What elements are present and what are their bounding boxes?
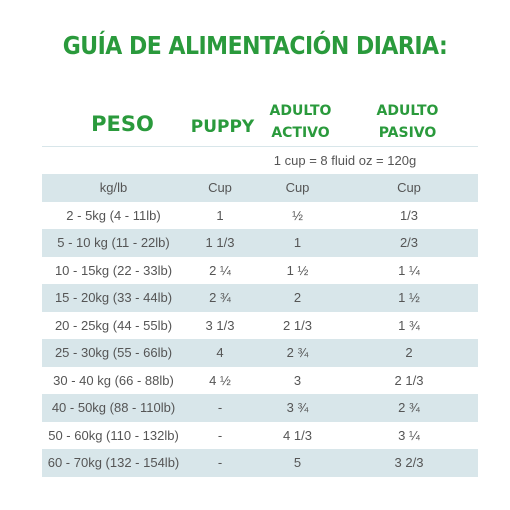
note: 1 cup = 8 fluid oz = 120g	[273, 153, 417, 168]
table-row: 10 - 15kg (22 - 33lb) 2 ¼ 1 ½ 1 ¼	[42, 257, 478, 285]
column-header: PUPPY	[190, 117, 255, 137]
table-cell: 5	[293, 455, 302, 470]
table-cell: 4 ½	[209, 372, 231, 388]
table-cell: Cup	[285, 180, 310, 195]
table-cell: Cup	[397, 180, 421, 195]
column-header: ADULTO PASIVO	[376, 103, 439, 141]
table-cell: 50 - 60kg (110 - 132lb)	[48, 427, 179, 443]
table-cell: 1 1/3	[205, 235, 235, 250]
table-cell: 15 - 20kg (33 - 44lb)	[54, 290, 173, 305]
table-cell: 2 1/3	[283, 317, 312, 333]
table-row: 20 - 25kg (44 - 55lb) 3 1/3 2 1/3 1 ¾	[42, 312, 478, 340]
table-cell: 40 - 50kg (88 - 110lb)	[51, 400, 176, 415]
table-row: 60 - 70kg (132 - 154lb) - 5 3 2/3	[42, 449, 478, 477]
table-cell: 60 - 70kg (132 - 154lb)	[47, 455, 180, 470]
table-cell: 1 ¼	[398, 262, 420, 278]
table-cell: 1 ½	[286, 262, 309, 278]
table-row: 30 - 40 kg (66 - 88lb) 4 ½ 3 2 1/3	[42, 367, 478, 395]
table-row: 40 - 50kg (88 - 110lb) - 3 ¾ 2 ¾	[42, 394, 478, 422]
table-cell: 30 - 40 kg (66 - 88lb)	[53, 372, 174, 388]
table-cell: ½	[292, 207, 303, 223]
table-cell: 4 1/3	[283, 427, 312, 443]
table-cell: 4	[216, 345, 224, 360]
table-row: 15 - 20kg (33 - 44lb) 2 ¾ 2 1 ½	[42, 284, 478, 312]
table-cell: -	[217, 427, 223, 443]
table-cell: 3 ¾	[286, 400, 309, 415]
table-cell: 3 2/3	[394, 455, 424, 470]
table-cell: Cup	[208, 180, 232, 195]
table-cell: 1/3	[399, 207, 419, 223]
table-row: 5 - 10 kg (11 - 22lb) 1 1/3 1 2/3	[42, 229, 478, 257]
table-cell: 3 1/3	[205, 317, 235, 333]
table-cell: 3	[293, 372, 302, 388]
table-cell: 2 1/3	[394, 372, 424, 388]
table-cell: 2	[405, 345, 413, 360]
table-cell: 25 - 30kg (55 - 66lb)	[54, 345, 173, 360]
table-cell: -	[217, 400, 223, 415]
table-cell: 20 - 25kg (44 - 55lb)	[54, 317, 173, 333]
table-row: kg/lb Cup Cup Cup	[42, 174, 478, 202]
table-cell: 2 ¾	[398, 400, 420, 415]
table-cell: 2 ¼	[209, 262, 231, 278]
table-row: 25 - 30kg (55 - 66lb) 4 2 ¾ 2	[42, 339, 478, 367]
column-header: ADULTO ACTIVO	[269, 103, 332, 141]
table-cell: 1	[216, 207, 224, 223]
table-cell: 1	[293, 235, 302, 250]
table-cell: 5 - 10 kg (11 - 22lb)	[57, 235, 170, 250]
table-cell: 10 - 15kg (22 - 33lb)	[54, 262, 173, 278]
table-cell: 2 - 5kg (4 - 11lb)	[66, 207, 161, 223]
table-cell: 2	[293, 290, 302, 305]
note-row: 1 cup = 8 fluid oz = 120g	[42, 146, 478, 175]
table-cell: 3 ¼	[398, 427, 420, 443]
table-cell: -	[217, 455, 223, 470]
table-cell: 2/3	[399, 235, 419, 250]
column-header: PESO	[91, 112, 154, 136]
table-cell: kg/lb	[99, 180, 128, 195]
table-cell: 1 ¾	[398, 317, 420, 333]
table-row: 2 - 5kg (4 - 11lb) 1 ½ 1/3	[42, 202, 478, 230]
title: GUÍA DE ALIMENTACIÓN DIARIA:	[62, 32, 448, 61]
table-cell: 2 ¾	[286, 345, 309, 360]
table-row: 50 - 60kg (110 - 132lb) - 4 1/3 3 ¼	[42, 422, 478, 450]
table-cell: 1 ½	[398, 290, 420, 305]
table-cell: 2 ¾	[209, 290, 231, 305]
